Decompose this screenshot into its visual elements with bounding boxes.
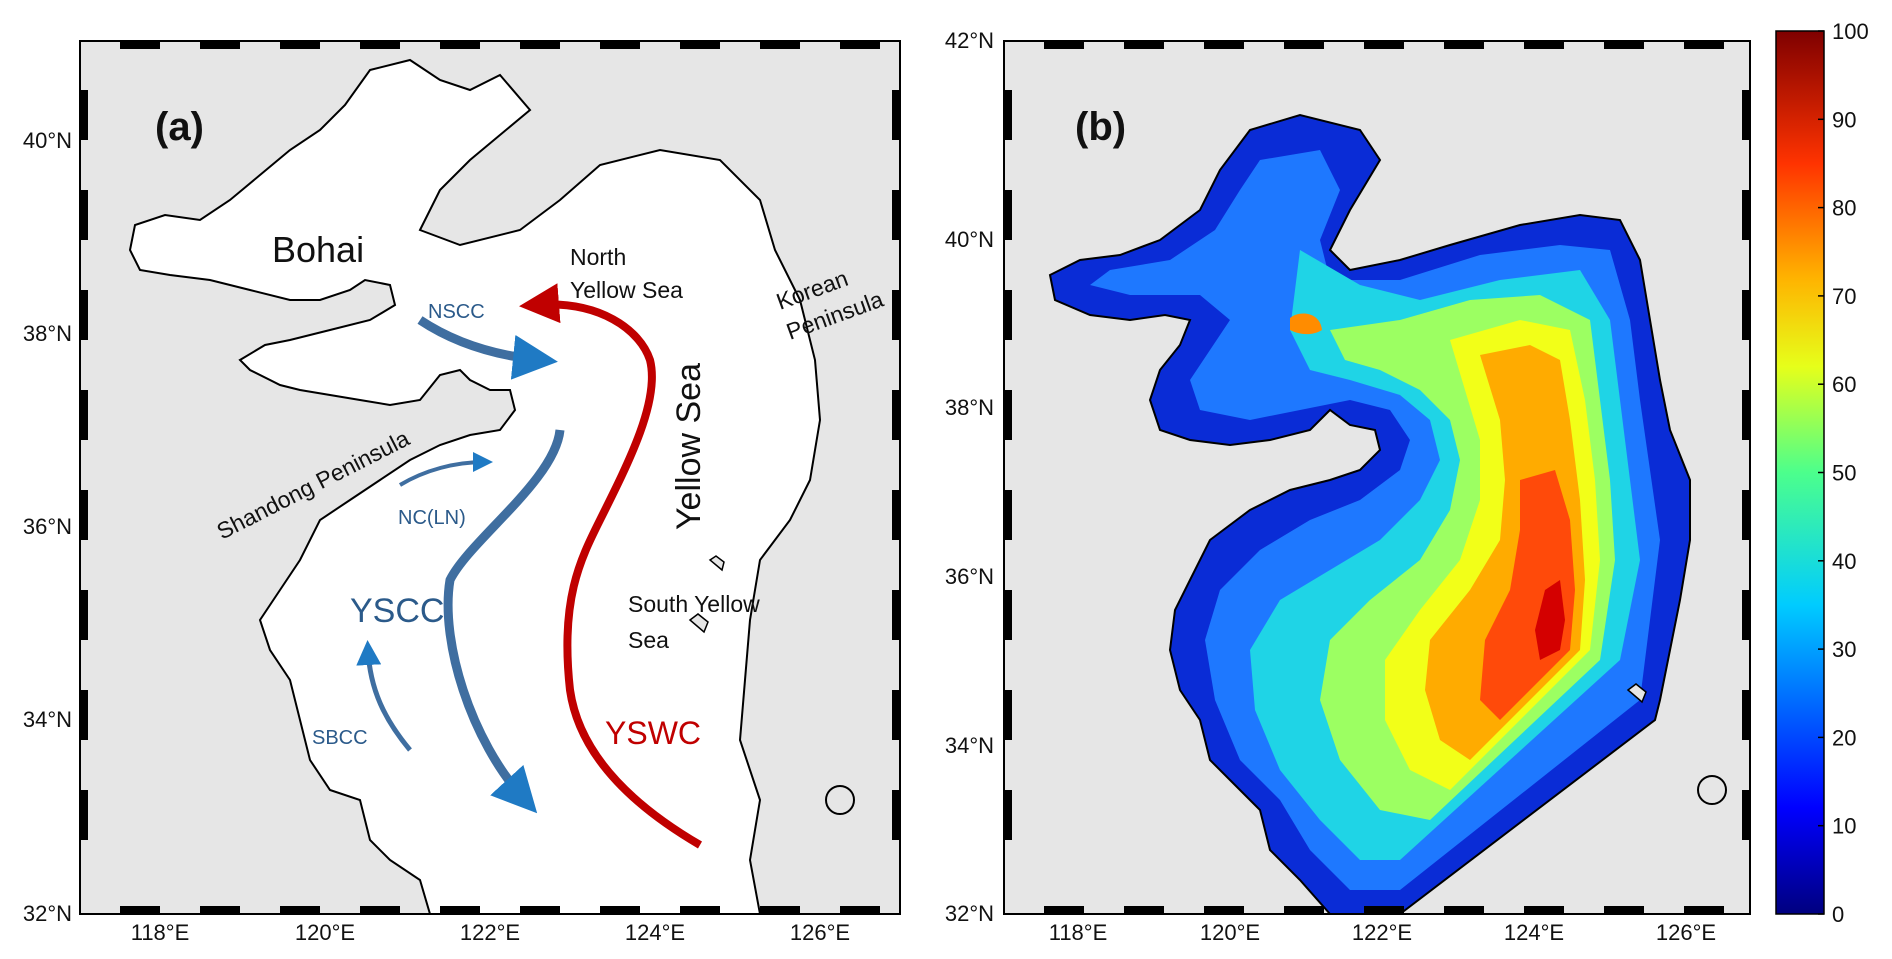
panel-a-label: (a) xyxy=(155,105,204,149)
panel-b-label: (b) xyxy=(1075,105,1126,149)
colorbar: 0 10 20 30 40 50 60 70 80 90 100 xyxy=(1775,19,1869,927)
colorbar-tick-label: 40 xyxy=(1832,549,1856,574)
nscc-current-arrow xyxy=(417,316,558,380)
panel-b-lat-tick: 36°N xyxy=(945,564,994,589)
current-label-nscc: NSCC xyxy=(428,301,485,323)
colorbar-gradient xyxy=(1775,30,1825,915)
region-label-yellow-sea: Yellow Sea xyxy=(670,363,708,530)
panel-b-frame-checks xyxy=(1004,41,1750,914)
panel-b-lat-tick: 38°N xyxy=(945,395,994,420)
colorbar-tick-label: 100 xyxy=(1832,19,1869,44)
field-layer xyxy=(1480,470,1575,720)
panel-b-lon-tick: 120°E xyxy=(1200,920,1260,945)
panel-b: 32°N 34°N 36°N 38°N 40°N 42°N 118°E 120°… xyxy=(945,28,1751,945)
panel-b-lat-tick: 34°N xyxy=(945,733,994,758)
panel-a-lon-tick: 124°E xyxy=(625,920,685,945)
colorbar-ticks: 0 10 20 30 40 50 60 70 80 90 100 xyxy=(1818,19,1869,927)
panel-a-lat-tick: 32°N xyxy=(23,901,72,926)
colorbar-tick-label: 30 xyxy=(1832,637,1856,662)
panel-b-lat-tick: 32°N xyxy=(945,901,994,926)
colorbar-tick-label: 90 xyxy=(1832,107,1856,132)
nc-ln-current-arrow xyxy=(398,452,493,487)
panel-a: 32°N 34°N 36°N 38°N 40°N 118°E 120°E 122… xyxy=(23,40,901,945)
panel-a-lon-tick: 118°E xyxy=(131,920,190,945)
current-label-yswc: YSWC xyxy=(605,715,701,751)
panel-b-lon-tick: 126°E xyxy=(1656,920,1716,945)
panel-a-sea xyxy=(128,58,822,914)
panel-a-lat-tick: 36°N xyxy=(23,514,72,539)
region-label-bohai: Bohai xyxy=(272,229,364,270)
current-label-yscc: YSCC xyxy=(350,592,444,630)
panel-b-field xyxy=(1048,113,1727,914)
panel-a-frame-checks xyxy=(80,41,900,914)
colorbar-tick-label: 80 xyxy=(1832,196,1856,221)
panel-b-lat-tick: 42°N xyxy=(945,28,994,53)
panel-a-lat-tick: 40°N xyxy=(23,128,72,153)
panel-a-lat-tick: 34°N xyxy=(23,707,72,732)
yscc-current-arrow xyxy=(443,429,565,814)
panel-a-frame xyxy=(79,40,901,915)
colorbar-tick-label: 60 xyxy=(1832,372,1856,397)
panel-a-jeju-island xyxy=(825,785,855,815)
panel-b-lat-tick: 40°N xyxy=(945,227,994,252)
colorbar-tick-label: 70 xyxy=(1832,284,1856,309)
panel-a-lon-tick: 122°E xyxy=(460,920,520,945)
sbcc-current-arrow xyxy=(356,640,412,752)
field-layer xyxy=(1535,580,1565,660)
region-label-south-yellow-sea: Sea xyxy=(628,627,669,653)
colorbar-tick-label: 20 xyxy=(1832,725,1856,750)
field-layer xyxy=(1290,313,1322,335)
panel-b-jeju-island xyxy=(1697,775,1727,805)
panel-a-lon-tick: 120°E xyxy=(295,920,355,945)
panel-a-lat-tick: 38°N xyxy=(23,321,72,346)
colorbar-tick-label: 10 xyxy=(1832,814,1856,839)
colorbar-tick-label: 50 xyxy=(1832,461,1856,486)
panel-b-lon-tick: 124°E xyxy=(1504,920,1564,945)
yswc-current-arrow xyxy=(519,283,703,849)
region-label-north-yellow-sea: Yellow Sea xyxy=(570,277,683,303)
panel-b-lon-tick: 118°E xyxy=(1049,920,1108,945)
panel-b-lon-tick: 122°E xyxy=(1352,920,1412,945)
current-label-sbcc: SBCC xyxy=(312,727,368,749)
region-label-north-yellow-sea: North xyxy=(570,244,626,270)
current-label-nc-ln: NC(LN) xyxy=(398,507,466,529)
region-label-south-yellow-sea: South Yellow xyxy=(628,591,760,617)
panel-a-lon-tick: 126°E xyxy=(790,920,850,945)
colorbar-tick-label: 0 xyxy=(1832,902,1844,927)
